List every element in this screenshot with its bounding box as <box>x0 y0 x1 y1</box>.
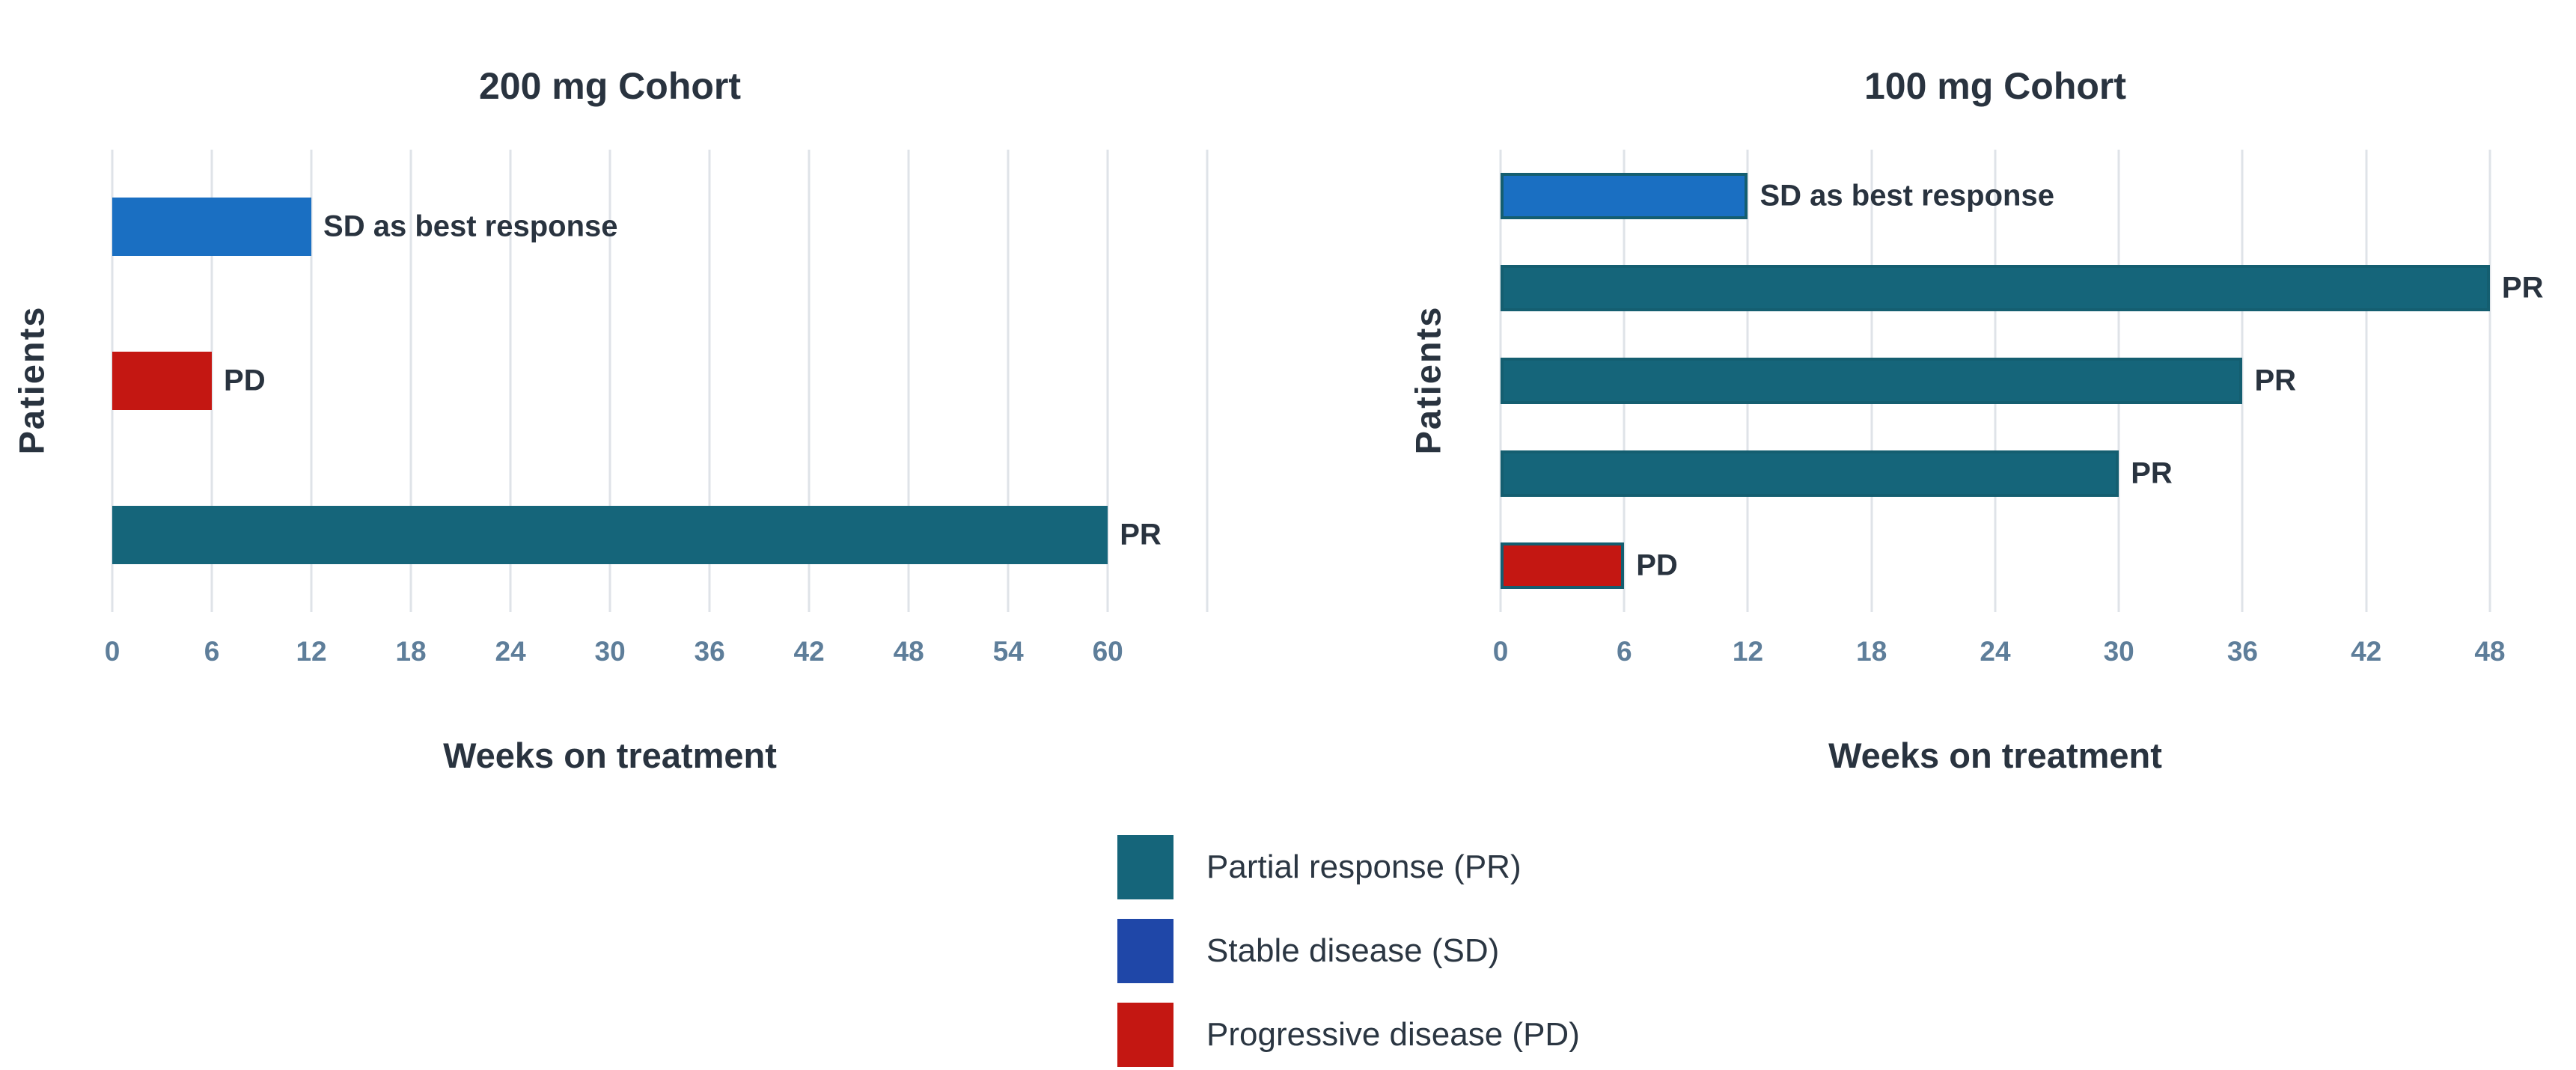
x-tick-30: 30 <box>594 636 626 667</box>
bar-sd-patient-1 <box>1501 172 1748 219</box>
legend-label: Stable disease (SD) <box>1206 932 1500 969</box>
chart-title: 100 mg Cohort <box>1864 65 2127 107</box>
gridline-week-66 <box>1206 150 1209 612</box>
y-axis-label: Patients <box>1408 305 1448 455</box>
legend-item-pd: Progressive disease (PD) <box>1117 1003 1580 1067</box>
gridline-week-24 <box>509 150 512 612</box>
x-tick-0: 0 <box>1492 636 1509 667</box>
gridline-week-54 <box>1007 150 1010 612</box>
legend-item-pr: Partial response (PR) <box>1117 835 1580 899</box>
legend-item-sd: Stable disease (SD) <box>1117 919 1580 983</box>
gridline-week-48 <box>2488 150 2491 612</box>
bar-pd-patient-2 <box>112 352 213 410</box>
x-tick-42: 42 <box>793 636 825 667</box>
bar-label: PR <box>2131 456 2173 490</box>
plot-area: SD as best response PD PR 0 6 12 18 24 30 36 42 48 5… <box>105 150 1272 667</box>
bar-pr-patient-2 <box>1501 265 2490 312</box>
gridline-week-30 <box>608 150 611 612</box>
pr-legend-swatch <box>1117 835 1173 899</box>
bar-label: PR <box>1120 518 1162 551</box>
gridline-week-36 <box>708 150 711 612</box>
x-tick-18: 18 <box>395 636 427 667</box>
bar-label: PD <box>224 364 266 397</box>
x-tick-6: 6 <box>204 636 220 667</box>
x-tick-48: 48 <box>893 636 924 667</box>
legend-label: Partial response (PR) <box>1206 849 1522 885</box>
bar-label: PR <box>2501 271 2544 305</box>
x-tick-60: 60 <box>1092 636 1123 667</box>
bar-pr-patient-4 <box>1501 450 2119 497</box>
gridline-week-36 <box>2241 150 2244 612</box>
x-tick-36: 36 <box>2226 636 2259 667</box>
gridline-week-60 <box>1106 150 1109 612</box>
y-axis-label: Patients <box>11 305 52 455</box>
bar-pd-patient-5 <box>1501 542 1625 590</box>
gridline-week-12 <box>310 150 313 612</box>
bar-label: PD <box>1636 548 1678 582</box>
bar-pr-patient-3 <box>1501 358 2243 404</box>
x-axis-label: Weeks on treatment <box>443 736 777 775</box>
x-tick-6: 6 <box>1616 636 1632 667</box>
gridline-week-6 <box>210 150 213 612</box>
x-tick-0: 0 <box>104 636 120 667</box>
x-tick-48: 48 <box>2474 636 2506 667</box>
x-axis-label: Weeks on treatment <box>1828 736 2162 775</box>
bar-label: PR <box>2254 364 2297 397</box>
pd-legend-swatch <box>1117 1003 1173 1067</box>
x-tick-54: 54 <box>992 636 1024 667</box>
gridline-week-42 <box>808 150 811 612</box>
x-tick-36: 36 <box>694 636 725 667</box>
chart-title: 200 mg Cohort <box>478 65 742 107</box>
gridline-week-48 <box>907 150 910 612</box>
x-tick-30: 30 <box>2103 636 2134 667</box>
bar-pr-patient-3 <box>112 506 1108 564</box>
x-tick-12: 12 <box>1732 636 1764 667</box>
gridline-week-42 <box>2365 150 2368 612</box>
legend: Partial response (PR) Stable disease (SD… <box>1117 835 1580 1067</box>
sd-legend-swatch <box>1117 919 1173 983</box>
gridline-week-18 <box>409 150 412 612</box>
legend-label: Progressive disease (PD) <box>1206 1016 1580 1053</box>
plot-area: SD as best response PR PR PR PD 0 6 12 18 24 30 36 4… <box>1493 150 2571 667</box>
x-tick-12: 12 <box>296 636 327 667</box>
x-tick-18: 18 <box>1856 636 1887 667</box>
x-tick-24: 24 <box>495 636 526 667</box>
bar-label: SD as best response <box>323 210 618 243</box>
x-tick-24: 24 <box>1980 636 2011 667</box>
bar-sd-patient-1 <box>112 198 312 256</box>
x-tick-42: 42 <box>2351 636 2382 667</box>
bar-label: SD as best response <box>1759 179 2054 213</box>
